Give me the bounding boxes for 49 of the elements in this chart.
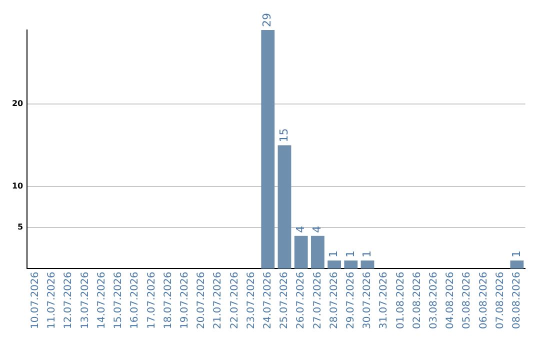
x-tick-label: 15.07.2026 bbox=[113, 272, 124, 330]
x-tick-label: 05.08.2026 bbox=[462, 272, 473, 330]
x-tick-label: 01.08.2026 bbox=[395, 272, 406, 330]
x-tick-label: 12.07.2026 bbox=[63, 272, 74, 330]
bar bbox=[294, 236, 308, 269]
x-tick-label: 19.07.2026 bbox=[179, 272, 190, 330]
x-tick-label: 27.07.2026 bbox=[312, 272, 324, 330]
x-tick-label: 23.07.2026 bbox=[246, 272, 257, 330]
bar bbox=[278, 145, 292, 269]
x-tick-label: 06.08.2026 bbox=[478, 272, 490, 330]
x-tick-label: 24.07.2026 bbox=[262, 272, 274, 330]
x-tick-label: 26.07.2026 bbox=[296, 272, 307, 330]
x-tick-label: 11.07.2026 bbox=[46, 272, 58, 330]
x-tick-label: 14.07.2026 bbox=[96, 272, 108, 330]
bar bbox=[360, 260, 374, 269]
y-tick-label: 10 bbox=[12, 181, 24, 190]
x-tick-label: 02.08.2026 bbox=[412, 272, 423, 330]
bar bbox=[310, 236, 324, 269]
x-tick-label: 10.07.2026 bbox=[30, 272, 42, 330]
data-label: 1 bbox=[510, 250, 523, 258]
x-tick-label: 29.07.2026 bbox=[345, 272, 356, 330]
data-label: 15 bbox=[277, 128, 290, 142]
bar bbox=[510, 260, 524, 269]
x-tick-label: 16.07.2026 bbox=[130, 272, 141, 330]
data-label: 1 bbox=[360, 250, 374, 258]
bar bbox=[328, 260, 341, 269]
x-tick-label: 13.07.2026 bbox=[80, 272, 91, 330]
y-tick-label: 20 bbox=[12, 99, 24, 108]
bar bbox=[261, 30, 275, 269]
x-tick-label: 22.07.2026 bbox=[229, 272, 240, 330]
x-tick-label: 17.07.2026 bbox=[146, 272, 158, 330]
x-tick-label: 08.08.2026 bbox=[512, 272, 523, 330]
x-tick-label: 18.07.2026 bbox=[162, 272, 174, 330]
x-tick-label: 25.07.2026 bbox=[279, 272, 290, 330]
x-tick-label: 28.07.2026 bbox=[328, 272, 340, 330]
data-label: 4 bbox=[310, 226, 324, 233]
x-tick-label: 04.08.2026 bbox=[445, 272, 456, 330]
data-label: 29 bbox=[260, 13, 274, 27]
bar bbox=[344, 260, 358, 269]
x-tick-label: 03.08.2026 bbox=[428, 272, 440, 330]
y-tick-label: 5 bbox=[18, 222, 24, 232]
x-tick-label: 20.07.2026 bbox=[196, 272, 208, 330]
data-label: 4 bbox=[294, 226, 307, 233]
data-label: 1 bbox=[344, 250, 357, 258]
data-label: 1 bbox=[327, 250, 340, 258]
x-tick-label: 30.07.2026 bbox=[362, 272, 374, 330]
x-tick-label: 31.07.2026 bbox=[378, 272, 390, 330]
x-tick-label: 07.08.2026 bbox=[494, 272, 506, 330]
x-tick-label: 21.07.2026 bbox=[212, 272, 224, 330]
